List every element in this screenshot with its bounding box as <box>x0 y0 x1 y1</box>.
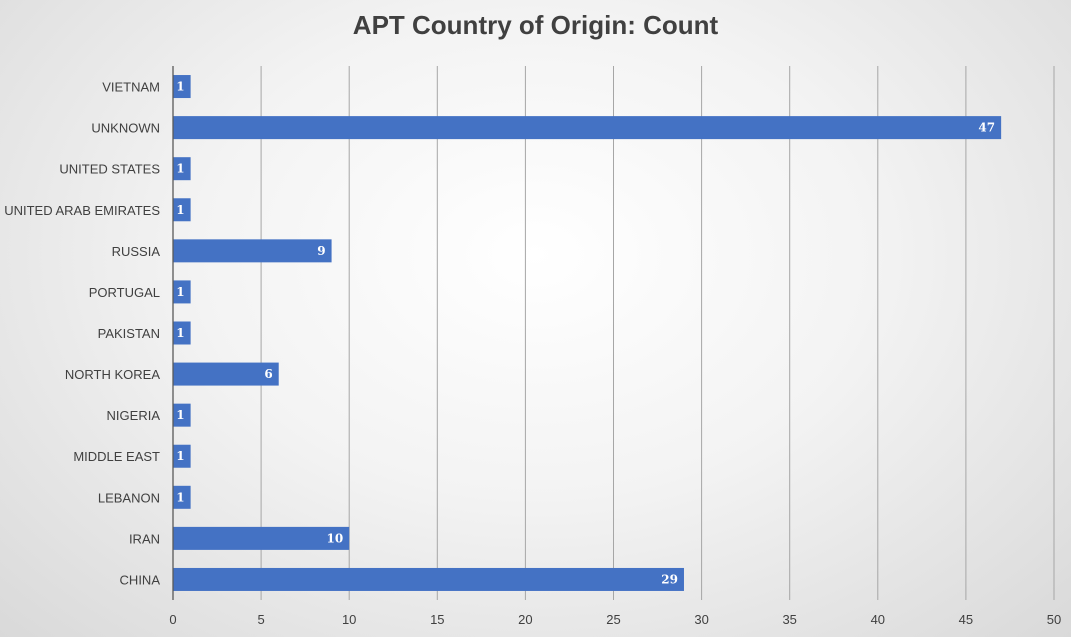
bar-vietnam <box>173 75 191 99</box>
data-label-china: 29 <box>661 572 678 586</box>
data-label-middle-east: 1 <box>176 449 184 463</box>
category-label-iran: IRAN <box>129 531 160 546</box>
category-label-china: CHINA <box>120 572 161 587</box>
x-tick-label-0: 0 <box>169 612 176 627</box>
bar-portugal <box>173 280 191 304</box>
category-label-middle-east: MIDDLE EAST <box>73 449 160 464</box>
data-label-iran: 10 <box>326 531 343 545</box>
bar-unknown <box>173 116 1002 140</box>
x-tick-label-40: 40 <box>871 612 885 627</box>
category-label-united-states: UNITED STATES <box>59 162 160 177</box>
data-label-pakistan: 1 <box>176 326 184 340</box>
bar-united-arab-emirates <box>173 198 191 222</box>
data-label-unknown: 47 <box>978 121 995 135</box>
x-tick-label-15: 15 <box>430 612 444 627</box>
bar-russia <box>173 239 332 263</box>
x-tick-label-30: 30 <box>694 612 708 627</box>
x-tick-label-45: 45 <box>959 612 973 627</box>
category-label-lebanon: LEBANON <box>98 490 160 505</box>
bar-nigeria <box>173 403 191 427</box>
chart-title: APT Country of Origin: Count <box>352 10 719 40</box>
category-label-vietnam: VIETNAM <box>102 80 160 95</box>
category-label-nigeria: NIGERIA <box>107 408 161 423</box>
bar-north-korea <box>173 362 279 386</box>
x-tick-label-20: 20 <box>518 612 532 627</box>
bar-united-states <box>173 157 191 181</box>
data-label-united-states: 1 <box>176 162 184 176</box>
category-label-portugal: PORTUGAL <box>89 285 160 300</box>
x-tick-label-35: 35 <box>782 612 796 627</box>
bar-middle-east <box>173 444 191 468</box>
data-label-russia: 9 <box>317 244 325 258</box>
category-label-north-korea: NORTH KOREA <box>65 367 160 382</box>
x-tick-label-25: 25 <box>606 612 620 627</box>
data-label-united-arab-emirates: 1 <box>176 203 184 217</box>
category-label-pakistan: PAKISTAN <box>98 326 160 341</box>
x-tick-label-10: 10 <box>342 612 356 627</box>
category-label-unknown: UNKNOWN <box>91 121 160 136</box>
x-tick-label-5: 5 <box>257 612 264 627</box>
data-label-north-korea: 6 <box>264 367 272 381</box>
x-tick-label-50: 50 <box>1047 612 1061 627</box>
data-label-portugal: 1 <box>176 285 184 299</box>
data-label-lebanon: 1 <box>176 490 184 504</box>
bar-lebanon <box>173 485 191 509</box>
category-label-russia: RUSSIA <box>112 244 161 259</box>
category-label-united-arab-emirates: UNITED ARAB EMIRATES <box>4 203 160 218</box>
data-label-vietnam: 1 <box>176 80 184 94</box>
bar-china <box>173 567 684 591</box>
bar-pakistan <box>173 321 191 345</box>
data-label-nigeria: 1 <box>176 408 184 422</box>
bar-iran <box>173 526 350 550</box>
